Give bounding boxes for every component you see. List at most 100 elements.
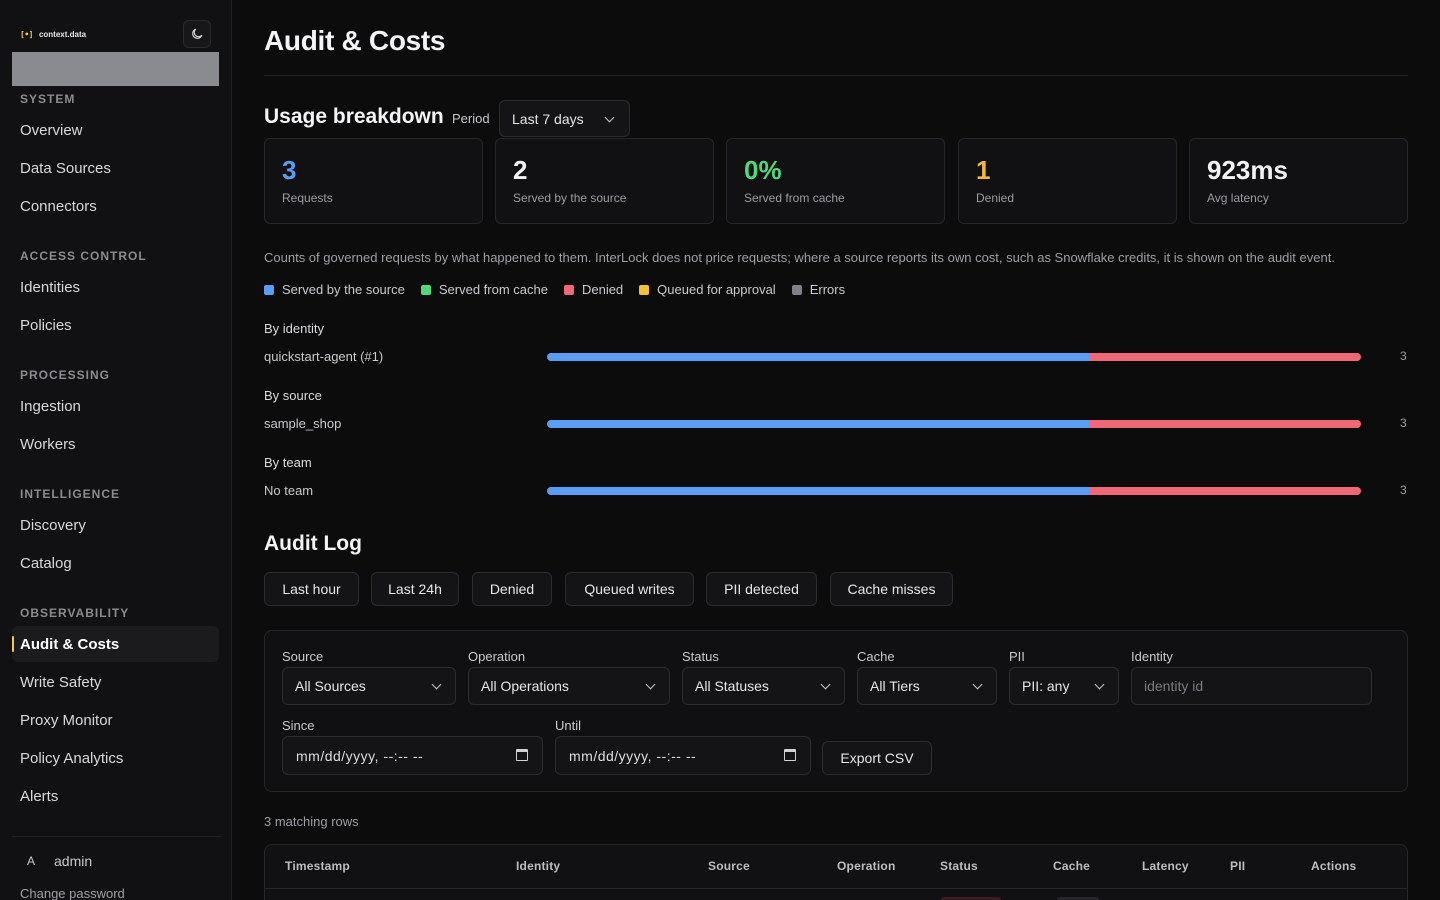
legend-swatch — [563, 284, 574, 295]
stat-value: 1 — [976, 155, 991, 185]
until-date-input[interactable]: mm/dd/yyyy, --:-- -- — [555, 736, 811, 775]
column-header-timestamp[interactable]: Timestamp — [285, 859, 350, 873]
page-title: Audit & Costs — [264, 25, 446, 56]
until-filter-label: Until — [555, 718, 582, 733]
sidebar: [•] context.data SYSTEM Overview Data So… — [0, 0, 232, 900]
legend-label: Errors — [809, 282, 846, 297]
group-title-identity: By identity — [264, 321, 324, 336]
legend-item: Served by the source — [264, 282, 405, 297]
chip-cache-misses[interactable]: Cache misses — [830, 572, 953, 606]
stat-card-served-source: 2 Served by the source — [495, 138, 714, 224]
column-header-operation[interactable]: Operation — [837, 859, 896, 873]
moon-icon — [192, 28, 203, 39]
chip-pii-detected[interactable]: PII detected — [706, 572, 817, 606]
stat-label: Requests — [282, 191, 333, 205]
status-filter-select[interactable]: All Statuses — [682, 667, 845, 705]
calendar-icon[interactable] — [784, 749, 796, 761]
breakdown-row-label: sample_shop — [264, 416, 342, 431]
theme-toggle-button[interactable] — [183, 20, 211, 48]
since-filter-label: Since — [282, 718, 315, 733]
group-title-team: By team — [264, 455, 312, 470]
source-filter-select[interactable]: All Sources — [282, 667, 456, 705]
sidebar-item-audit-costs[interactable]: Audit & Costs — [12, 626, 219, 662]
sidebar-item-connectors[interactable]: Connectors — [20, 197, 97, 215]
pii-filter-label: PII — [1009, 649, 1025, 664]
chip-last-hour[interactable]: Last hour — [264, 572, 359, 606]
period-select[interactable]: Last 7 days — [499, 100, 630, 137]
source-filter-value: All Sources — [295, 678, 366, 694]
calendar-icon[interactable] — [516, 749, 528, 761]
sidebar-item-identities[interactable]: Identities — [20, 278, 81, 296]
chevron-down-icon — [604, 112, 615, 123]
stat-value: 923ms — [1207, 155, 1288, 185]
stat-card-latency: 923ms Avg latency — [1189, 138, 1408, 224]
audit-table: Timestamp Identity Source Operation Stat… — [264, 844, 1408, 900]
operation-filter-label: Operation — [468, 649, 526, 664]
usage-legend: Served by the source Served from cache D… — [264, 282, 845, 297]
chip-denied[interactable]: Denied — [472, 572, 552, 606]
column-header-actions[interactable]: Actions — [1311, 859, 1357, 873]
chip-queued-writes[interactable]: Queued writes — [565, 572, 694, 606]
breakdown-bar — [547, 353, 1361, 361]
sidebar-item-overview[interactable]: Overview — [20, 121, 83, 139]
legend-item: Errors — [791, 282, 846, 297]
column-header-cache[interactable]: Cache — [1053, 859, 1091, 873]
nav-section-system: SYSTEM — [20, 92, 76, 106]
usage-description: Counts of governed requests by what happ… — [264, 250, 1335, 265]
matching-rows-count: 3 matching rows — [264, 814, 359, 829]
audit-log-title: Audit Log — [264, 532, 362, 555]
legend-label: Denied — [581, 282, 624, 297]
brand-mark-icon: [•] — [20, 29, 33, 39]
breakdown-row-label: No team — [264, 483, 314, 498]
change-password-link[interactable]: Change password — [20, 886, 125, 900]
since-date-input[interactable]: mm/dd/yyyy, --:-- -- — [282, 736, 543, 775]
status-filter-value: All Statuses — [695, 678, 769, 694]
title-divider — [264, 75, 1408, 76]
cache-filter-select[interactable]: All Tiers — [857, 667, 997, 705]
stat-card-requests: 3 Requests — [264, 138, 483, 224]
chevron-down-icon — [972, 679, 983, 690]
export-csv-button[interactable]: Export CSV — [822, 741, 932, 775]
chevron-down-icon — [820, 679, 831, 690]
until-date-value: mm/dd/yyyy, --:-- -- — [569, 747, 697, 764]
sidebar-item-policies[interactable]: Policies — [20, 316, 72, 334]
sidebar-item-alerts[interactable]: Alerts — [20, 787, 59, 805]
brand-logo[interactable]: [•] context.data — [20, 27, 86, 41]
stat-label: Avg latency — [1207, 191, 1269, 205]
sidebar-item-proxy-monitor[interactable]: Proxy Monitor — [20, 711, 113, 729]
nav-section-intelligence: INTELLIGENCE — [20, 487, 121, 501]
sidebar-item-discovery[interactable]: Discovery — [20, 516, 86, 534]
status-filter-label: Status — [682, 649, 719, 664]
column-header-identity[interactable]: Identity — [516, 859, 561, 873]
group-title-source: By source — [264, 388, 322, 403]
identity-filter-input[interactable] — [1131, 667, 1372, 705]
breakdown-bar — [547, 420, 1361, 428]
chip-last-24h[interactable]: Last 24h — [371, 572, 459, 606]
chevron-down-icon — [431, 679, 442, 690]
sidebar-item-catalog[interactable]: Catalog — [20, 554, 72, 572]
column-header-source[interactable]: Source — [708, 859, 750, 873]
sidebar-item-data-sources[interactable]: Data Sources — [20, 159, 111, 177]
column-header-status[interactable]: Status — [940, 859, 978, 873]
bar-segment-denied — [1089, 420, 1361, 428]
sidebar-item-write-safety[interactable]: Write Safety — [20, 673, 102, 691]
main-content: Audit & Costs Usage breakdown Period Las… — [264, 0, 1408, 900]
legend-swatch — [639, 284, 650, 295]
legend-item: Queued for approval — [639, 282, 776, 297]
sidebar-item-ingestion[interactable]: Ingestion — [20, 397, 81, 415]
column-header-pii[interactable]: PII — [1230, 859, 1246, 873]
pii-filter-select[interactable]: PII: any — [1009, 667, 1119, 705]
audit-filter-panel: Source All Sources Operation All Operati… — [264, 630, 1408, 792]
since-date-value: mm/dd/yyyy, --:-- -- — [296, 747, 424, 764]
breakdown-row-count: 3 — [1400, 416, 1407, 430]
stat-value: 2 — [513, 155, 528, 185]
user-menu[interactable]: A admin — [20, 853, 92, 869]
bar-segment-served — [547, 487, 1090, 495]
operation-filter-select[interactable]: All Operations — [468, 667, 670, 705]
sidebar-item-policy-analytics[interactable]: Policy Analytics — [20, 749, 124, 767]
sidebar-item-workers[interactable]: Workers — [20, 435, 76, 453]
nav-section-processing: PROCESSING — [20, 368, 111, 382]
nav-section-access-control: ACCESS CONTROL — [20, 249, 147, 263]
column-header-latency[interactable]: Latency — [1142, 859, 1189, 873]
period-label: Period — [452, 111, 490, 126]
